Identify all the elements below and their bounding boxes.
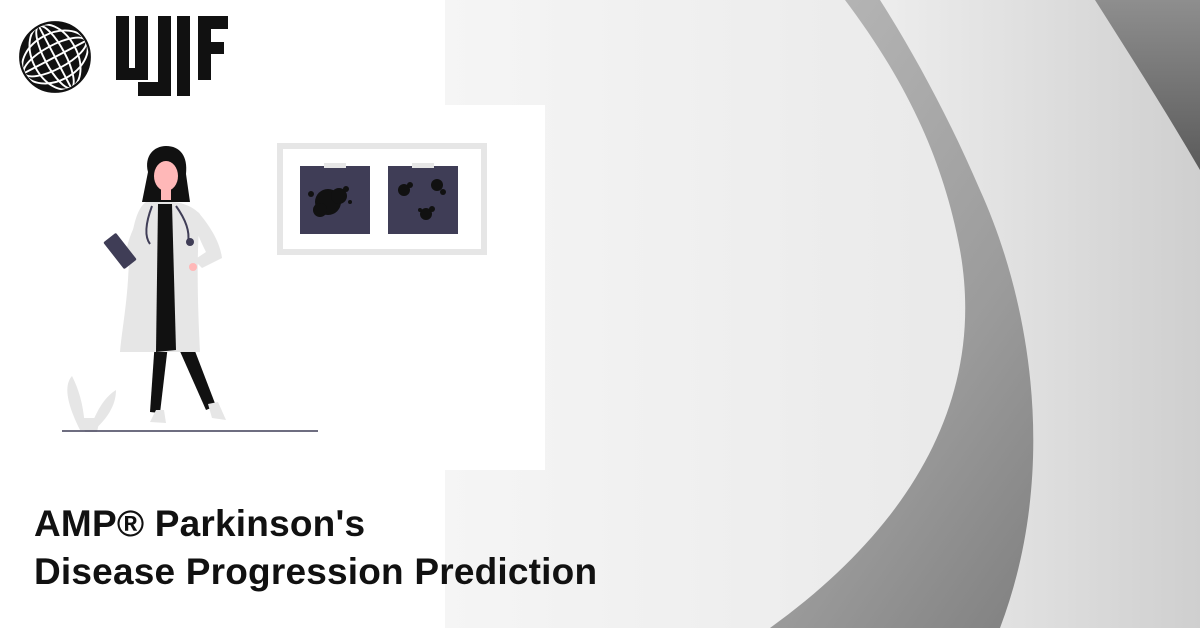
page-title: AMP® Parkinson's Disease Progression Pre… — [34, 500, 597, 596]
xray-scan-right — [388, 163, 458, 234]
title-line-1: AMP® Parkinson's — [34, 503, 366, 544]
globe-logo-icon — [19, 21, 91, 93]
xray-scan-left — [300, 163, 370, 234]
xray-frame — [277, 143, 487, 255]
doctor-figure — [103, 146, 226, 423]
ujf-logo-icon — [116, 16, 228, 96]
title-line-2: Disease Progression Prediction — [34, 551, 598, 592]
plant — [67, 376, 116, 432]
logo-group — [18, 16, 228, 98]
doctor-illustration — [62, 143, 487, 432]
